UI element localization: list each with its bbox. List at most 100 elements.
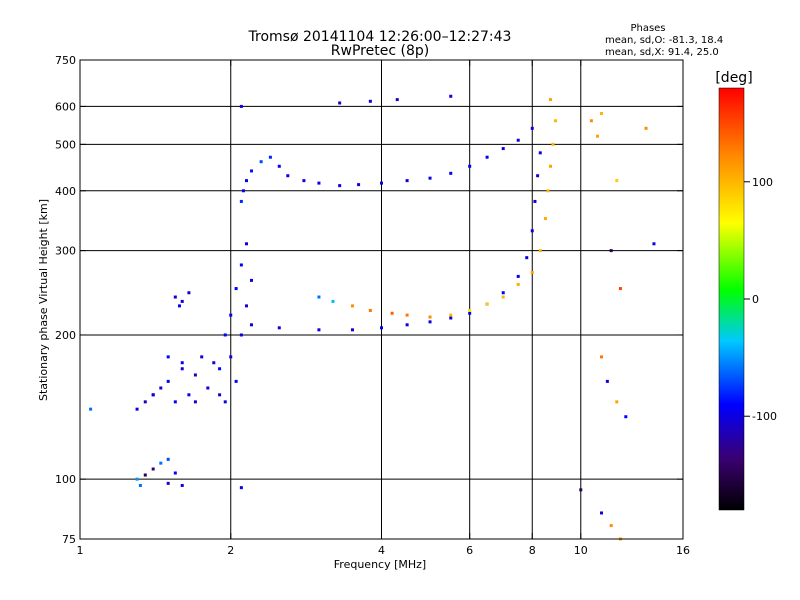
data-point xyxy=(501,291,505,295)
colorbar-tick-label: 100 xyxy=(752,176,773,189)
data-point xyxy=(143,473,147,477)
data-point xyxy=(229,355,233,359)
data-point xyxy=(596,134,600,138)
data-point xyxy=(151,467,155,471)
data-point xyxy=(234,287,238,291)
x-axis-label: Frequency [MHz] xyxy=(334,558,426,571)
data-point xyxy=(652,242,656,246)
data-point xyxy=(166,355,170,359)
data-point xyxy=(530,271,534,275)
data-point xyxy=(268,155,272,159)
data-point xyxy=(166,457,170,461)
data-point xyxy=(241,189,245,193)
data-point xyxy=(546,189,550,193)
colorbar xyxy=(718,87,745,511)
x-tick-label: 4 xyxy=(378,544,385,557)
stats-title: Phases xyxy=(630,23,665,34)
data-point xyxy=(380,326,383,330)
data-point xyxy=(368,308,372,312)
data-point xyxy=(218,367,222,371)
data-point xyxy=(609,249,613,253)
data-point xyxy=(615,400,619,404)
data-point xyxy=(405,313,409,317)
data-point xyxy=(234,379,238,383)
data-point xyxy=(449,316,453,320)
data-point xyxy=(317,328,321,332)
data-point xyxy=(143,400,147,404)
data-point xyxy=(533,199,537,203)
y-tick-label: 600 xyxy=(55,100,76,113)
x-tick-label: 1 xyxy=(77,544,84,557)
data-point xyxy=(223,400,227,404)
data-point xyxy=(600,355,604,359)
data-point xyxy=(193,400,197,404)
data-point xyxy=(180,299,184,303)
stats-line-o: mean, sd,O: -81.3, 18.4 xyxy=(605,35,723,46)
data-point xyxy=(548,164,552,168)
data-point xyxy=(516,274,520,278)
chart-subtitle: RwPretec (8p) xyxy=(331,43,429,59)
y-tick-label: 300 xyxy=(55,245,76,258)
data-point xyxy=(449,171,453,175)
grid-lines xyxy=(80,60,683,539)
x-tick-label: 8 xyxy=(529,544,536,557)
y-tick-label: 75 xyxy=(62,533,76,546)
data-point xyxy=(538,151,542,155)
data-point xyxy=(579,488,583,492)
data-point xyxy=(468,164,472,168)
data-point xyxy=(548,98,552,102)
data-point xyxy=(187,291,191,295)
data-point xyxy=(239,333,243,337)
data-point xyxy=(173,400,177,404)
y-tick-label: 750 xyxy=(55,54,76,67)
data-point xyxy=(485,302,489,306)
data-point xyxy=(553,119,557,123)
data-point xyxy=(428,176,432,180)
data-point xyxy=(543,217,547,221)
data-point xyxy=(180,367,184,371)
data-point xyxy=(135,477,139,481)
y-axis-label: Stationary phase Virtual Height [km] xyxy=(37,199,50,401)
data-point xyxy=(405,179,409,183)
data-point xyxy=(302,179,306,183)
data-point xyxy=(138,483,142,487)
data-point xyxy=(166,379,170,383)
data-point xyxy=(350,304,354,308)
data-point xyxy=(331,299,335,303)
data-point xyxy=(516,282,520,286)
colorbar-tick-label: -100 xyxy=(752,410,777,423)
data-point xyxy=(193,373,197,377)
data-point xyxy=(618,287,622,291)
x-tick-label: 2 xyxy=(227,544,234,557)
data-point xyxy=(368,99,372,103)
data-point xyxy=(249,169,253,173)
x-tick-label: 10 xyxy=(574,544,588,557)
data-point xyxy=(428,320,432,324)
data-point xyxy=(277,326,281,330)
data-point xyxy=(600,511,604,515)
y-tick-label: 200 xyxy=(55,329,76,342)
data-point xyxy=(390,311,394,315)
data-point xyxy=(277,164,281,168)
y-tick-labels: 75 100 200 300 400 500 600 750 xyxy=(55,54,76,546)
data-point xyxy=(206,386,210,390)
colorbar-label: [deg] xyxy=(715,70,752,86)
data-point xyxy=(644,126,648,130)
data-point xyxy=(357,183,361,187)
data-point xyxy=(200,355,204,359)
data-point xyxy=(239,104,243,108)
data-point xyxy=(239,486,243,490)
stats-line-x: mean, sd,X: 91.4, 25.0 xyxy=(605,47,719,58)
data-point xyxy=(187,393,191,397)
axis-ticks xyxy=(79,59,684,540)
chart-title: Tromsø 20141104 12:26:00–12:27:43 xyxy=(248,29,512,45)
data-point xyxy=(600,111,604,115)
y-tick-label: 100 xyxy=(55,473,76,486)
data-point xyxy=(223,333,227,337)
data-point xyxy=(286,174,290,178)
data-point xyxy=(249,278,253,282)
data-point xyxy=(525,256,529,260)
y-tick-label: 500 xyxy=(55,138,76,151)
data-point xyxy=(405,323,409,327)
